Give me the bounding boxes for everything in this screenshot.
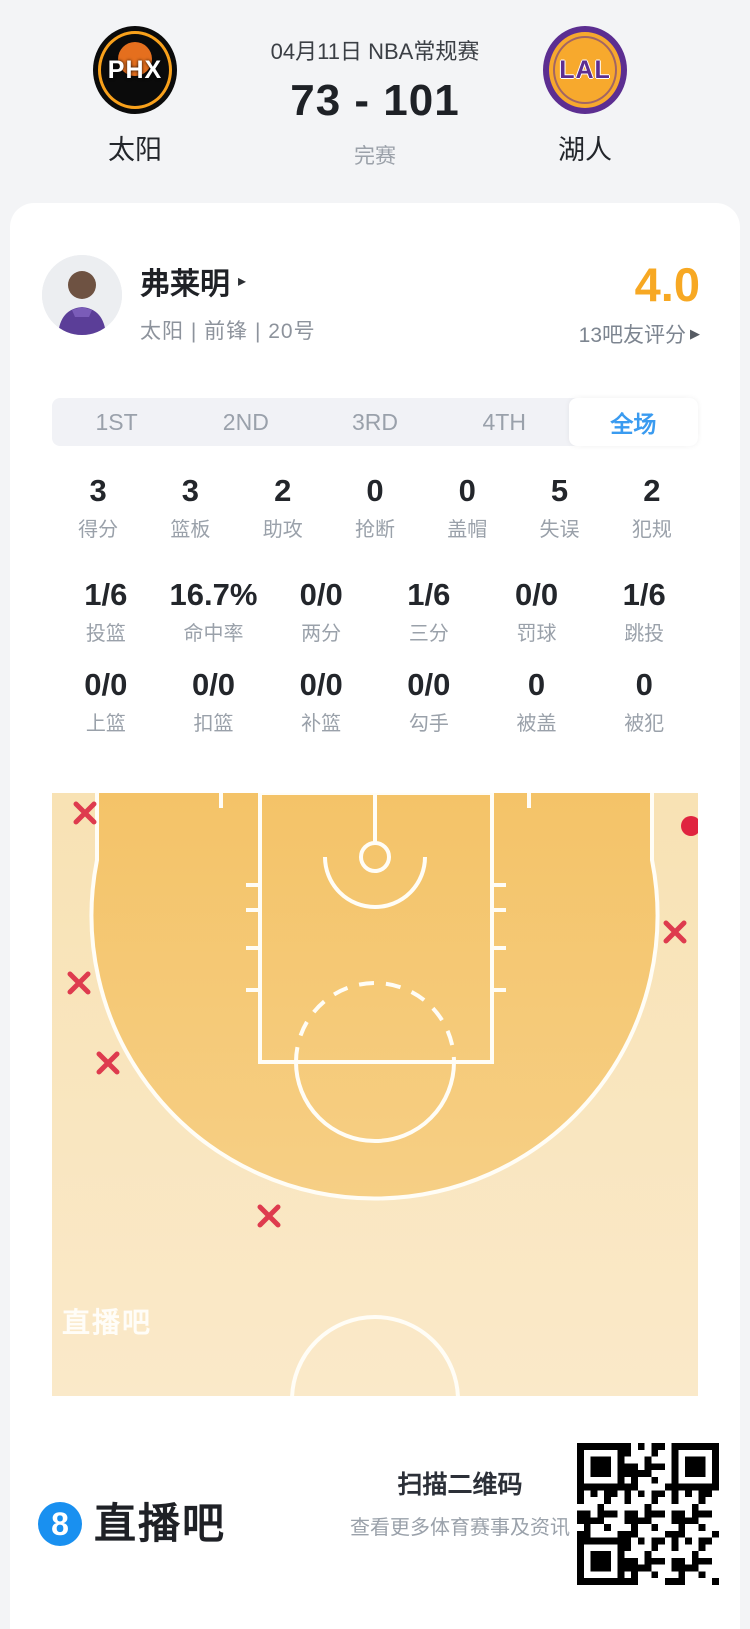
three-point-line	[89, 793, 660, 1201]
score-block: 04月11日 NBA常规赛 73 - 101 完赛	[200, 0, 550, 170]
tab-2nd[interactable]: 2ND	[222, 408, 269, 435]
scan-title: 扫描二维码	[397, 1471, 523, 1499]
phx-abbr: PHX	[107, 55, 163, 84]
shot-chart-court	[52, 793, 698, 1396]
stat-dunk: 0/0 扣篮	[191, 667, 236, 735]
stat-rebounds: 3 篮板	[170, 473, 211, 541]
qr-code	[577, 1443, 719, 1585]
paint-lane	[258, 793, 494, 1064]
court-watermark: 直播吧	[62, 1307, 153, 1338]
scan-subtitle: 查看更多体育赛事及资讯	[350, 1517, 570, 1539]
player-stats-card: 弗莱明 ▸ 太阳 | 前锋 | 20号 4.0 13吧友评分 ▶ 1ST 2ND…	[10, 203, 740, 1629]
player-meta: 太阳 | 前锋 | 20号	[140, 320, 316, 343]
restricted-arc	[323, 856, 427, 909]
missed-shot-marker	[257, 1204, 281, 1228]
stat-hook: 0/0 勾手	[407, 667, 451, 735]
tab-full-game[interactable]: 全场	[568, 398, 699, 446]
tab-4th[interactable]: 4TH	[482, 408, 526, 435]
free-throw-circle-top	[294, 981, 456, 1063]
stat-3pt: 1/6 三分	[407, 577, 451, 645]
name-arrow-icon: ▸	[238, 273, 247, 290]
stat-steals: 0 抢断	[354, 473, 395, 541]
stats-row-main: 3 得分 3 篮板 2 助攻 0 抢断 0 盖帽 5 失误 2 犯规	[52, 473, 698, 542]
stat-points: 3 得分	[78, 473, 119, 541]
player-avatar	[42, 255, 122, 335]
lal-logo-ring	[553, 36, 617, 104]
stat-fouled: 0 被犯	[624, 667, 665, 735]
brand-name: 直播吧	[94, 1500, 227, 1547]
rim	[359, 841, 391, 873]
rating-link[interactable]: 13吧友评分 ▶	[579, 319, 700, 349]
stat-blocked: 0 被盖	[516, 667, 557, 735]
missed-shot-marker	[73, 801, 97, 825]
quarter-tabs: 1ST 2ND 3RD 4TH 全场	[52, 398, 699, 446]
tab-1st[interactable]: 1ST	[95, 408, 138, 435]
lal-abbr: LAL	[559, 55, 611, 84]
tab-3rd[interactable]: 3RD	[352, 408, 399, 435]
missed-shot-marker	[663, 920, 687, 944]
player-name-link[interactable]: 弗莱明 ▸	[140, 259, 246, 303]
free-throw-circle-bottom	[294, 1061, 456, 1143]
phx-logo-ring	[98, 31, 172, 109]
player-name: 弗莱明	[140, 268, 230, 301]
brand-8-icon: 8	[38, 1502, 82, 1546]
stat-layup: 0/0 上篮	[84, 667, 128, 735]
game-date-title: 04月11日 NBA常规赛	[270, 39, 480, 64]
rating-block: 4.0 13吧友评分 ▶	[579, 259, 700, 349]
phx-logo-icon: PHX	[93, 26, 177, 114]
stat-fg-pct: 16.7% 命中率	[169, 577, 258, 645]
phx-basketball-icon	[118, 42, 152, 76]
rating-arrow-icon: ▶	[690, 326, 700, 341]
center-circle	[290, 1315, 460, 1396]
stat-jumpshot: 1/6 跳投	[622, 577, 666, 645]
stat-tipin: 0/0 补篮	[299, 667, 343, 735]
stat-assists: 2 助攻	[262, 473, 303, 541]
shot-chart-markers	[67, 801, 698, 1228]
stat-ft: 0/0 罚球	[514, 577, 559, 645]
lal-logo-icon: LAL	[543, 26, 627, 114]
lane-hash-marks	[246, 883, 506, 992]
made-shot-marker	[681, 816, 698, 836]
stat-turnovers: 5 失误	[539, 473, 580, 541]
player-avatar-image	[42, 255, 122, 335]
game-status: 完赛	[354, 145, 396, 168]
home-team-name: 太阳	[108, 135, 162, 165]
stat-fouls: 2 犯规	[631, 473, 672, 541]
rating-value: 4.0	[634, 258, 700, 311]
stat-blocks: 0 盖帽	[447, 473, 488, 541]
missed-shot-marker	[96, 1051, 120, 1075]
scan-block: 扫描二维码 查看更多体育赛事及资讯	[310, 1465, 610, 1540]
match-header: PHX 太阳 04月11日 NBA常规赛 73 - 101 完赛 LAL 湖人	[0, 0, 750, 203]
stats-row-shooting: 1/6 投篮 16.7% 命中率 0/0 两分 1/6 三分 0/0 罚球 1/…	[52, 577, 698, 646]
team-home: PHX 太阳	[75, 26, 195, 167]
missed-shot-marker	[67, 971, 91, 995]
stats-row-detail: 0/0 上篮 0/0 扣篮 0/0 补篮 0/0 勾手 0 被盖 0 被犯	[52, 667, 698, 736]
stat-fg: 1/6 投篮	[84, 577, 128, 645]
final-score: 73 - 101	[290, 76, 460, 125]
rating-label: 13吧友评分	[578, 324, 686, 347]
stat-2pt: 0/0 两分	[299, 577, 343, 645]
team-away: LAL 湖人	[525, 26, 645, 167]
away-team-name: 湖人	[558, 135, 612, 165]
two-point-area	[91, 793, 658, 1199]
